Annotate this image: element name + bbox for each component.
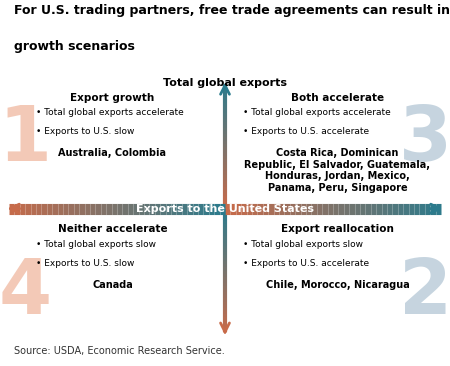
Text: Chile, Morocco, Nicaragua: Chile, Morocco, Nicaragua <box>266 280 410 290</box>
Text: Source: USDA, Economic Research Service.: Source: USDA, Economic Research Service. <box>14 346 224 355</box>
Text: Export growth: Export growth <box>70 93 155 103</box>
Text: 3: 3 <box>399 103 450 177</box>
Text: Neither accelerate: Neither accelerate <box>58 224 167 235</box>
Text: Canada: Canada <box>92 280 133 290</box>
Text: • Exports to U.S. slow: • Exports to U.S. slow <box>36 127 135 136</box>
Text: • Total global exports accelerate: • Total global exports accelerate <box>243 108 391 117</box>
Text: • Total global exports slow: • Total global exports slow <box>243 240 363 249</box>
Text: 4: 4 <box>0 256 51 330</box>
Text: Costa Rica, Dominican
Republic, El Salvador, Guatemala,
Honduras, Jordan, Mexico: Costa Rica, Dominican Republic, El Salva… <box>244 148 431 193</box>
Text: Export reallocation: Export reallocation <box>281 224 394 235</box>
Text: • Exports to U.S. accelerate: • Exports to U.S. accelerate <box>243 127 369 136</box>
Text: Total global exports: Total global exports <box>163 78 287 88</box>
Text: • Total global exports slow: • Total global exports slow <box>36 240 156 249</box>
Text: growth scenarios: growth scenarios <box>14 40 135 53</box>
Text: For U.S. trading partners, free trade agreements can result in one of four: For U.S. trading partners, free trade ag… <box>14 4 450 17</box>
Text: 2: 2 <box>399 256 450 330</box>
Text: • Total global exports accelerate: • Total global exports accelerate <box>36 108 184 117</box>
Text: • Exports to U.S. accelerate: • Exports to U.S. accelerate <box>243 259 369 268</box>
Text: Exports to the United States: Exports to the United States <box>136 203 314 214</box>
Text: 1: 1 <box>0 103 51 177</box>
Text: • Exports to U.S. slow: • Exports to U.S. slow <box>36 259 135 268</box>
Text: Both accelerate: Both accelerate <box>291 93 384 103</box>
Text: Australia, Colombia: Australia, Colombia <box>58 148 166 158</box>
